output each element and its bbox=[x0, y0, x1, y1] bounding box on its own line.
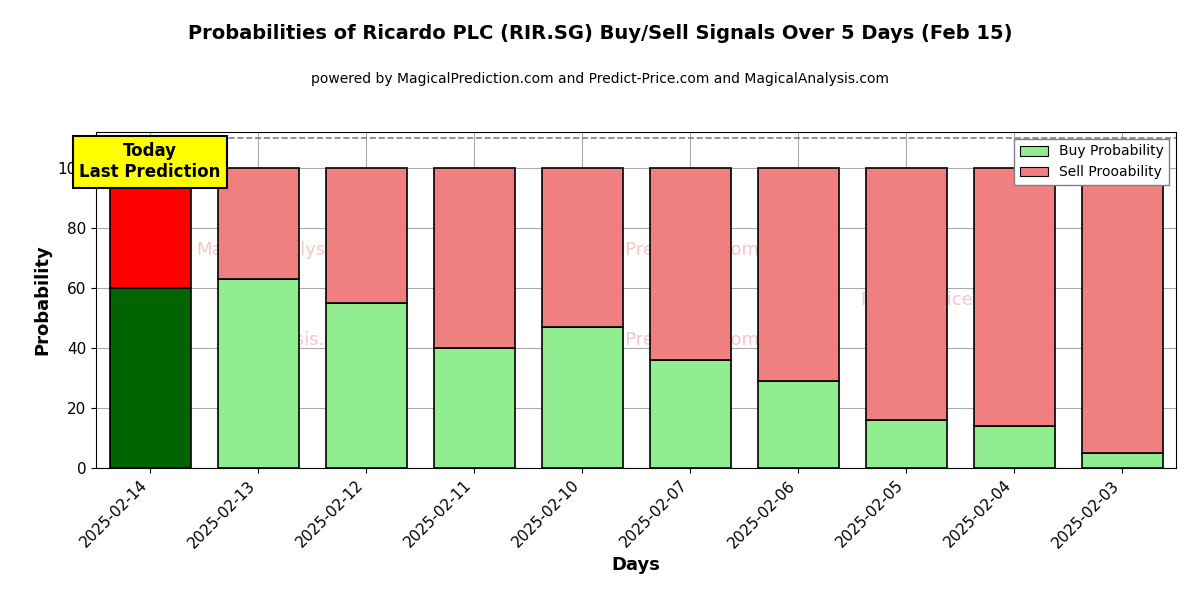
Legend: Buy Probability, Sell Prooability: Buy Probability, Sell Prooability bbox=[1014, 139, 1169, 185]
Y-axis label: Probability: Probability bbox=[34, 245, 52, 355]
Bar bbox=[217, 279, 299, 468]
Bar bbox=[109, 168, 191, 288]
Text: MagicalAnalysis.com: MagicalAnalysis.com bbox=[197, 241, 384, 259]
Bar bbox=[433, 348, 515, 468]
X-axis label: Days: Days bbox=[612, 556, 660, 574]
Bar bbox=[757, 381, 839, 468]
Text: Today
Last Prediction: Today Last Prediction bbox=[79, 142, 221, 181]
Text: MagicalPrediction.com: MagicalPrediction.com bbox=[556, 331, 760, 349]
Text: calAnalysis.com: calAnalysis.com bbox=[218, 331, 362, 349]
Bar bbox=[757, 168, 839, 381]
Bar bbox=[109, 288, 191, 468]
Text: Probabilities of Ricardo PLC (RIR.SG) Buy/Sell Signals Over 5 Days (Feb 15): Probabilities of Ricardo PLC (RIR.SG) Bu… bbox=[187, 24, 1013, 43]
Bar bbox=[865, 420, 947, 468]
Bar bbox=[973, 426, 1055, 468]
Bar bbox=[649, 360, 731, 468]
Text: powered by MagicalPrediction.com and Predict-Price.com and MagicalAnalysis.com: powered by MagicalPrediction.com and Pre… bbox=[311, 72, 889, 86]
Bar bbox=[325, 168, 407, 303]
Bar bbox=[325, 303, 407, 468]
Bar bbox=[433, 168, 515, 348]
Bar bbox=[217, 168, 299, 279]
Bar bbox=[1081, 453, 1163, 468]
Text: Predict-Price.com: Predict-Price.com bbox=[860, 291, 1016, 309]
Bar bbox=[541, 168, 623, 327]
Bar bbox=[649, 168, 731, 360]
Bar bbox=[865, 168, 947, 420]
Text: MagicalPrediction.com: MagicalPrediction.com bbox=[556, 241, 760, 259]
Bar bbox=[1081, 168, 1163, 453]
Bar bbox=[973, 168, 1055, 426]
Bar bbox=[541, 327, 623, 468]
